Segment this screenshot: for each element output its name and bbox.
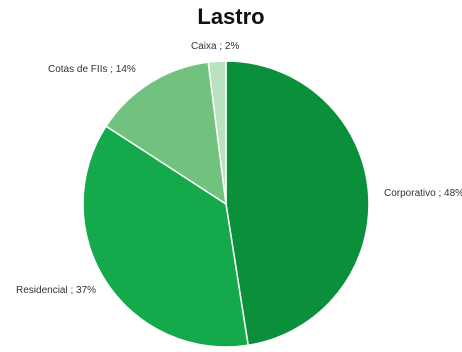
pie-slice-caixa — [207, 60, 227, 205]
pie-slice-cotas-de-fiis — [104, 61, 227, 206]
slice-label-corporativo: Corporativo ; 48% — [384, 188, 462, 199]
chart-title: Lastro — [197, 4, 265, 29]
pie-slice-residencial — [82, 125, 250, 348]
slice-label-residencial: Residencial ; 37% — [16, 285, 96, 296]
slice-label-cotas-de-fiis: Cotas de FIIs ; 14% — [48, 64, 136, 75]
slice-label-caixa: Caixa ; 2% — [191, 41, 239, 52]
pie-slice-corporativo — [225, 60, 370, 347]
